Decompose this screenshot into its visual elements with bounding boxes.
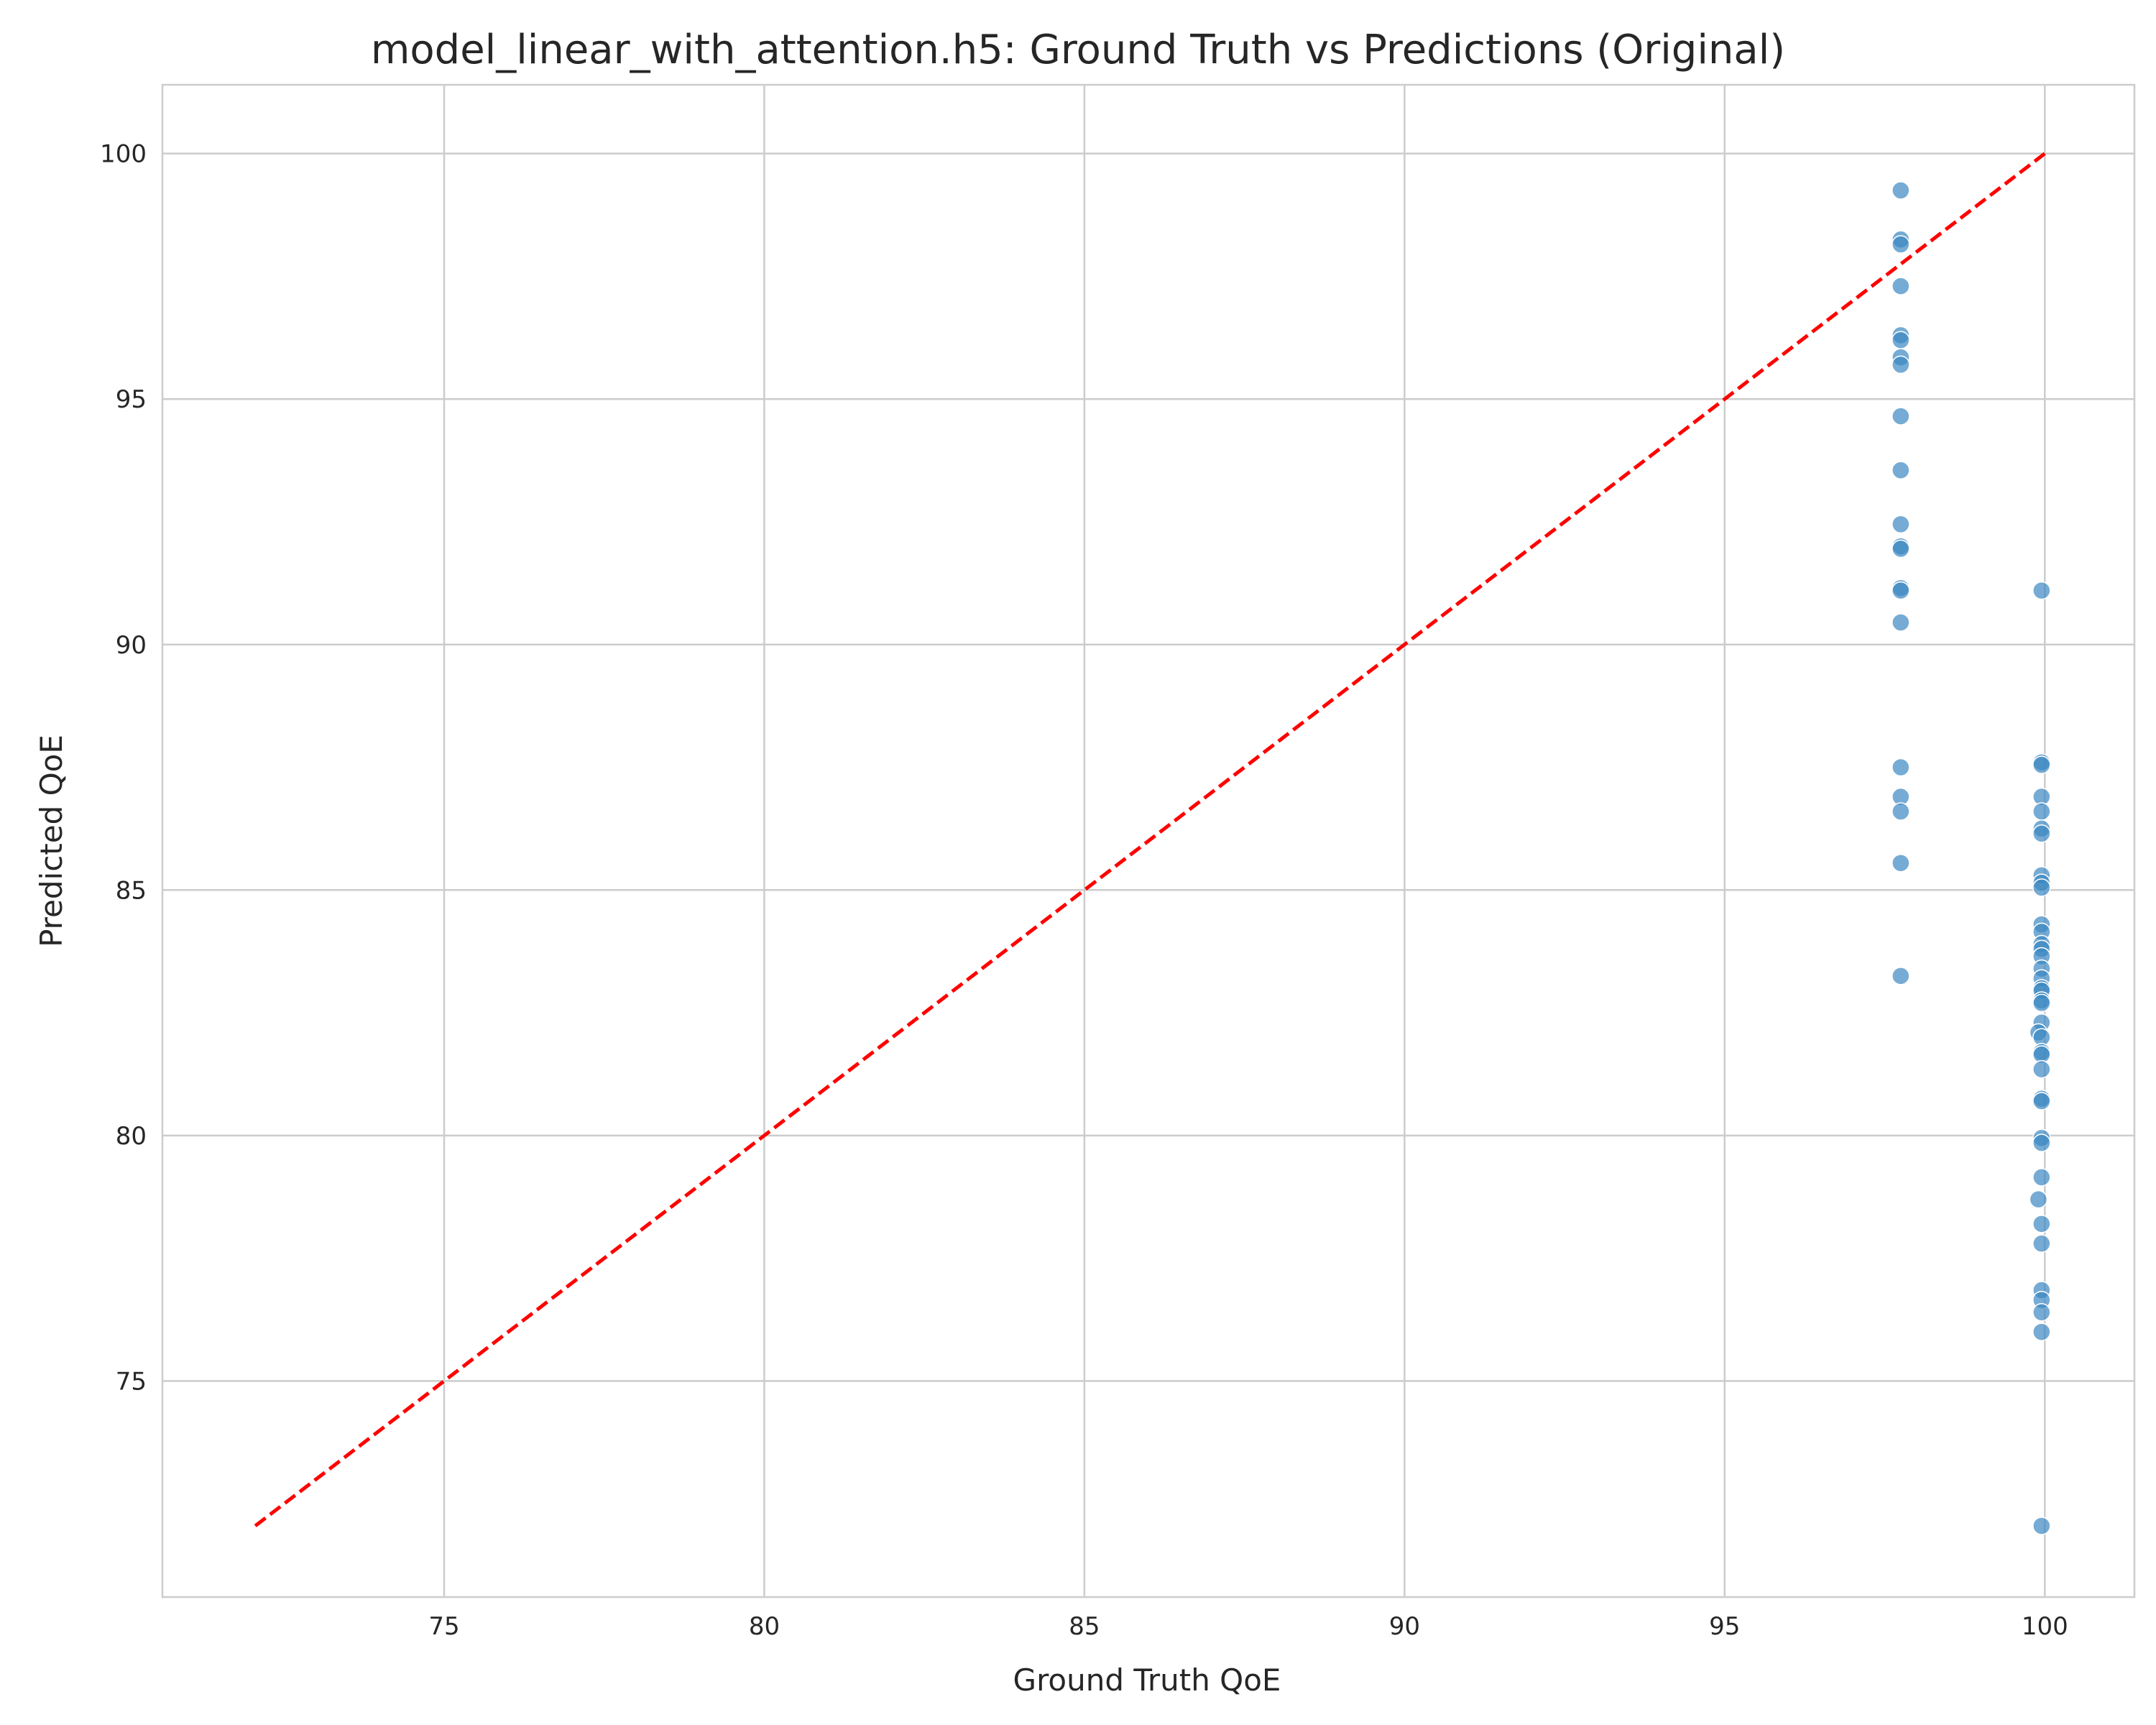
scatter-point	[1892, 235, 1910, 254]
scatter-point	[1892, 407, 1910, 426]
x-tick-label: 85	[1069, 1612, 1100, 1641]
scatter-point	[1892, 461, 1910, 479]
y-tick-label: 85	[116, 876, 147, 905]
x-tick-label: 90	[1389, 1612, 1420, 1641]
identity-line	[254, 152, 2046, 1527]
x-tick-label: 75	[428, 1612, 459, 1641]
scatter-point	[1892, 613, 1910, 632]
y-axis-label: Predicted QoE	[34, 735, 69, 947]
x-tick-label: 100	[2022, 1612, 2068, 1641]
scatter-point	[2032, 1133, 2051, 1152]
scatter-point	[2032, 1234, 2051, 1253]
reference-line	[254, 152, 2046, 1527]
scatter-point	[1892, 802, 1910, 821]
scatter-point	[2032, 1303, 2051, 1322]
scatter-point	[1892, 758, 1910, 777]
scatter-point	[1892, 515, 1910, 534]
scatter-point	[2032, 878, 2051, 897]
scatter-point	[2032, 581, 2051, 600]
scatter-point	[1892, 581, 1910, 600]
y-tick-label: 80	[116, 1122, 147, 1151]
scatter-point	[1892, 853, 1910, 873]
y-tick-labels: 75 80 85 90 95 100	[100, 140, 147, 1397]
plot-frame	[161, 83, 2136, 1598]
scatter-point	[1892, 277, 1910, 295]
scatter-point	[2032, 1092, 2051, 1110]
chart-title: model_linear_with_attention.h5: Ground T…	[371, 27, 1785, 73]
scatter-point	[1892, 355, 1910, 374]
x-axis-label: Ground Truth QoE	[1013, 1662, 1281, 1698]
scatter-point	[2032, 755, 2051, 774]
scatter-point	[2032, 1168, 2051, 1187]
scatter-point	[2032, 1517, 2051, 1535]
y-tick-label: 100	[100, 140, 147, 169]
scatter-point	[2029, 1190, 2048, 1209]
scatter-point	[2032, 1059, 2051, 1079]
scatter-point	[2032, 824, 2051, 843]
scatter-point	[1892, 539, 1910, 558]
x-tick-labels: 75 80 85 90 95 100	[428, 1612, 2068, 1641]
x-tick-label: 95	[1709, 1612, 1740, 1641]
scatter-points	[1892, 181, 2051, 1535]
scatter-point	[2032, 1322, 2051, 1341]
scatter-point	[1892, 181, 1910, 200]
scatter-point	[2032, 993, 2051, 1013]
y-tick-label: 75	[116, 1367, 147, 1396]
scatter-point	[2032, 802, 2051, 821]
x-tick-label: 80	[749, 1612, 780, 1641]
y-tick-label: 95	[116, 385, 147, 414]
scatter-point	[1892, 331, 1910, 349]
scatter-point	[2032, 1215, 2051, 1233]
y-tick-label: 90	[116, 631, 147, 660]
scatter-point	[1892, 967, 1910, 985]
